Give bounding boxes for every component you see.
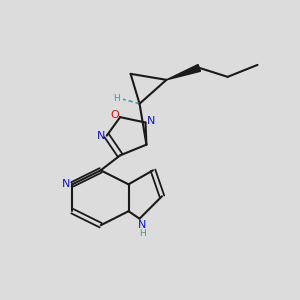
Text: H: H <box>139 229 146 238</box>
Text: O: O <box>110 110 119 120</box>
Text: H: H <box>113 94 120 103</box>
Text: N: N <box>61 179 70 189</box>
Text: N: N <box>147 116 156 126</box>
Polygon shape <box>167 64 200 80</box>
Text: N: N <box>97 131 105 141</box>
Text: N: N <box>138 220 147 230</box>
